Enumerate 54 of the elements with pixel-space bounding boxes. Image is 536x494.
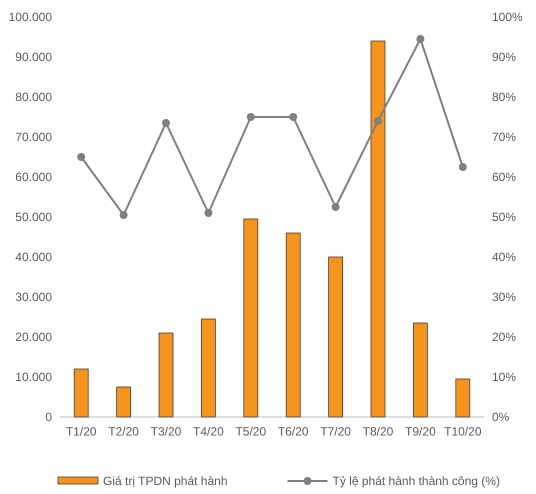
x-tick-label: T4/20 bbox=[193, 424, 224, 439]
y-tick-label: 30.000 bbox=[15, 290, 52, 304]
point bbox=[246, 113, 255, 121]
bar bbox=[201, 318, 216, 418]
y2-tick-label: 90% bbox=[492, 50, 516, 64]
y2-tick-label: 40% bbox=[492, 250, 516, 264]
point bbox=[374, 117, 382, 125]
y2-tick-label: 30% bbox=[492, 290, 516, 304]
x-tick-label: T7/20 bbox=[320, 424, 352, 439]
x-tick-label: T8/20 bbox=[362, 424, 394, 439]
y2-tick-label: 10% bbox=[492, 370, 516, 384]
legend-label: Tỷ lệ phát hành thành công (%) bbox=[332, 474, 500, 488]
point bbox=[289, 113, 298, 121]
x-tick-label: T9/20 bbox=[405, 424, 436, 439]
x-tick-label: T10/20 bbox=[444, 424, 482, 439]
bar bbox=[158, 332, 174, 418]
y-tick-label: 20.000 bbox=[15, 330, 52, 344]
y2-tick-label: 80% bbox=[492, 90, 516, 104]
y2-tick-label: 70% bbox=[492, 130, 516, 144]
point bbox=[120, 211, 128, 219]
y2-tick-label: 20% bbox=[492, 330, 516, 344]
bar bbox=[116, 386, 131, 418]
bar bbox=[286, 232, 301, 418]
x-tick-label: T3/20 bbox=[150, 424, 182, 439]
bar bbox=[243, 218, 258, 418]
y2-tick-label: 50% bbox=[492, 210, 516, 224]
y-tick-label: 100.000 bbox=[8, 10, 52, 24]
point bbox=[416, 35, 424, 43]
y-tick-label: 0 bbox=[45, 410, 52, 424]
point bbox=[162, 119, 170, 127]
point bbox=[458, 163, 467, 171]
point bbox=[332, 203, 340, 211]
point bbox=[77, 153, 86, 161]
y-tick-label: 40.000 bbox=[15, 250, 52, 264]
y-tick-label: 10.000 bbox=[15, 370, 52, 384]
y-tick-label: 90.000 bbox=[15, 50, 52, 64]
x-tick-label: T1/20 bbox=[66, 424, 97, 439]
x-tick-label: T6/20 bbox=[278, 424, 309, 439]
bar bbox=[413, 322, 428, 418]
y2-tick-label: 100% bbox=[492, 10, 524, 24]
y-tick-label: 60.000 bbox=[15, 170, 52, 184]
bar bbox=[74, 368, 89, 418]
bar bbox=[455, 378, 470, 418]
legend-label: Giá trị TPDN phát hành bbox=[103, 474, 228, 488]
y-tick-label: 80.000 bbox=[15, 90, 52, 104]
y-tick-label: 50.000 bbox=[15, 210, 52, 224]
y2-tick-label: 0% bbox=[492, 410, 510, 424]
x-tick-label: T5/20 bbox=[235, 424, 266, 439]
y2-tick-label: 60% bbox=[492, 170, 516, 184]
bar bbox=[370, 40, 386, 418]
point bbox=[204, 209, 212, 217]
y-tick-label: 70.000 bbox=[15, 130, 52, 144]
bar bbox=[328, 256, 343, 418]
x-tick-label: T2/20 bbox=[108, 424, 140, 439]
